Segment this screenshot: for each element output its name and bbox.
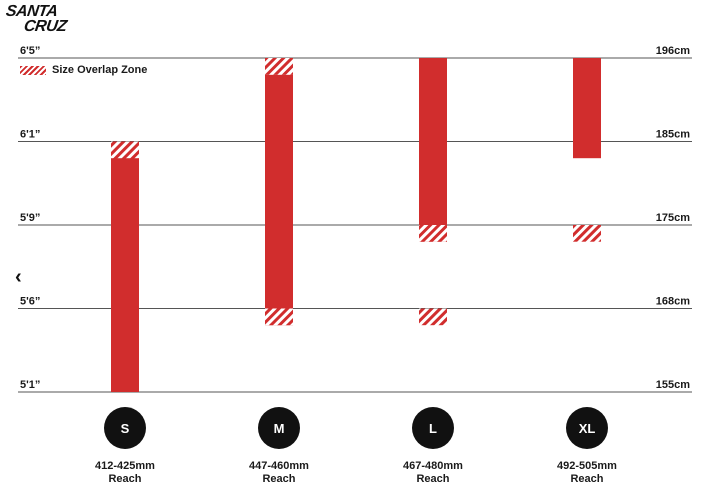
size-circle-xl xyxy=(566,407,608,449)
size-label: L xyxy=(429,421,437,436)
chevron-left-icon[interactable]: ‹ xyxy=(15,266,22,288)
size-bar-xl xyxy=(573,58,601,159)
reach-label: Reach xyxy=(416,473,449,485)
size-bar-s xyxy=(111,141,139,392)
size-circle-l xyxy=(412,407,454,449)
tick-label-metric: 155cm xyxy=(656,379,690,391)
tick-label-metric: 175cm xyxy=(656,212,690,224)
tick-label-metric: 168cm xyxy=(656,296,690,308)
reach-value: 412-425mm xyxy=(95,460,155,472)
legend-label: Size Overlap Zone xyxy=(52,64,148,76)
tick-label-imperial: 6'1” xyxy=(20,129,40,141)
size-bar-l xyxy=(419,58,447,242)
overlap-swatch-icon xyxy=(20,65,46,75)
tick-label-imperial: 5'9” xyxy=(20,212,40,224)
tick-label-metric: 185cm xyxy=(656,129,690,141)
reach-value: 492-505mm xyxy=(557,460,617,472)
overlap-bottom-hatch-xl xyxy=(573,225,601,242)
reach-value: 447-460mm xyxy=(249,460,309,472)
reach-label: Reach xyxy=(262,473,295,485)
tick-label-imperial: 5'1” xyxy=(20,379,40,391)
overlap-bottom-hatch-m xyxy=(265,308,293,326)
legend: Size Overlap Zone xyxy=(20,64,147,76)
tick-label-imperial: 5'6” xyxy=(20,296,40,308)
tick-label-metric: 196cm xyxy=(656,45,690,57)
size-circle-m xyxy=(258,407,300,449)
size-label: M xyxy=(274,421,285,436)
overlap-bottom-hatch-l xyxy=(419,308,447,326)
overlap-top-hatch-l xyxy=(419,225,447,242)
size-bar-m xyxy=(265,74,293,326)
size-label: S xyxy=(121,421,130,436)
tick-label-imperial: 6'5” xyxy=(20,45,40,57)
reach-label: Reach xyxy=(570,473,603,485)
size-circle-s xyxy=(104,407,146,449)
overlap-top-hatch-m xyxy=(265,58,293,75)
reach-value: 467-480mm xyxy=(403,460,463,472)
reach-label: Reach xyxy=(108,473,141,485)
size-label: XL xyxy=(579,421,596,436)
overlap-top-hatch-s xyxy=(111,141,139,159)
